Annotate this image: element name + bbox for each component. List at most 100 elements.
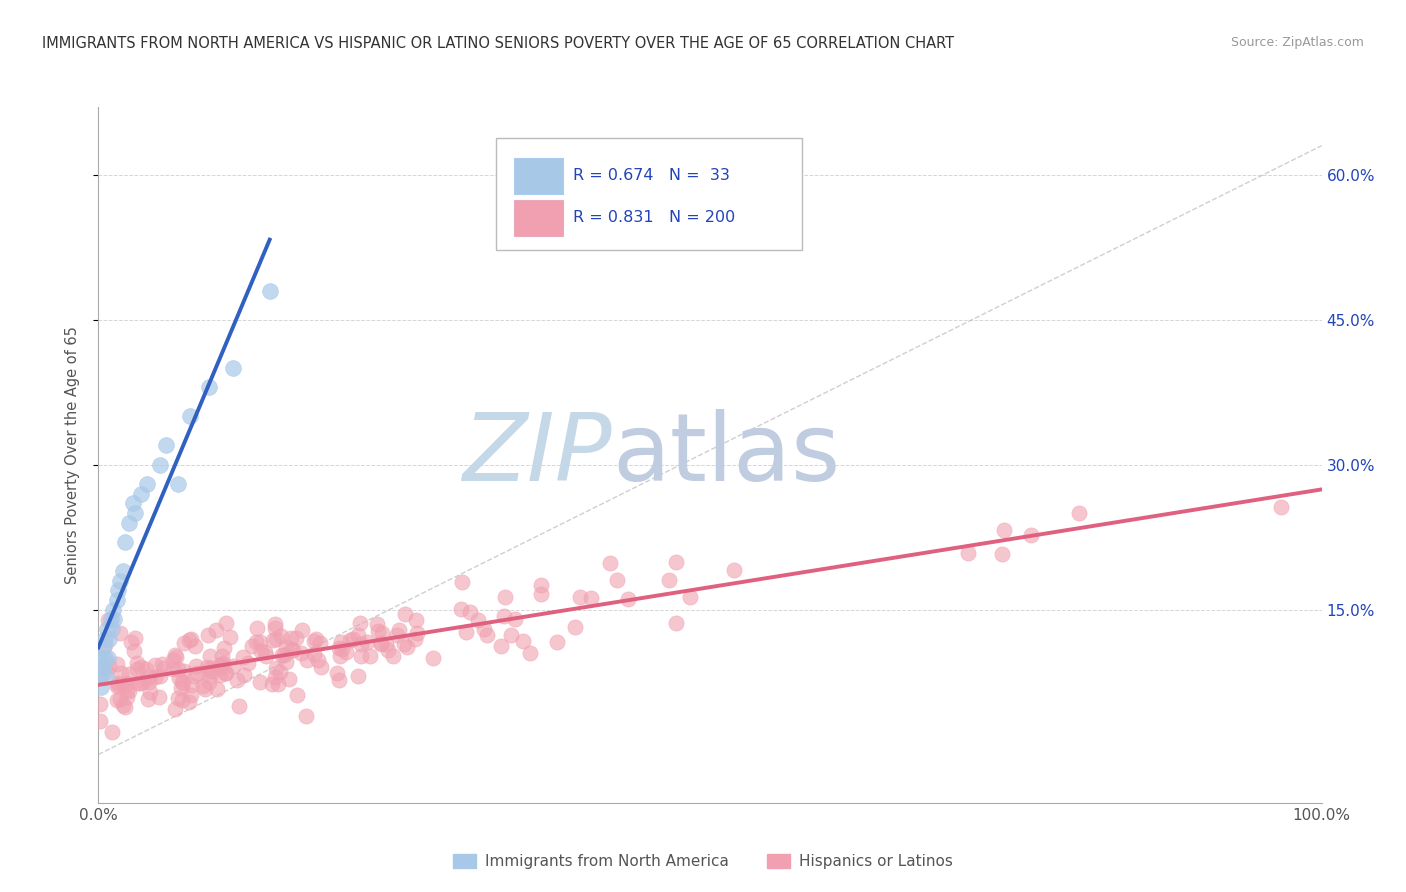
Point bbox=[326, 666, 349, 681]
Point bbox=[179, 695, 201, 709]
Point bbox=[118, 516, 141, 530]
Point bbox=[246, 621, 269, 635]
Point bbox=[172, 675, 194, 690]
Point bbox=[107, 583, 129, 598]
Point bbox=[222, 658, 245, 673]
Point bbox=[149, 669, 172, 683]
Point bbox=[197, 628, 219, 642]
Point bbox=[120, 634, 142, 648]
Point bbox=[581, 591, 603, 606]
Point bbox=[249, 635, 271, 649]
Point bbox=[295, 708, 318, 723]
Point bbox=[207, 681, 229, 696]
Point bbox=[499, 627, 522, 641]
Point bbox=[162, 652, 184, 666]
Point bbox=[148, 690, 170, 705]
Point bbox=[569, 590, 592, 604]
Point bbox=[458, 605, 481, 619]
Point bbox=[112, 698, 135, 713]
Point bbox=[105, 592, 128, 607]
Point bbox=[530, 586, 553, 600]
Point bbox=[155, 438, 177, 452]
Point bbox=[183, 669, 205, 683]
Point bbox=[101, 725, 124, 739]
Point bbox=[128, 675, 150, 690]
Point bbox=[991, 547, 1014, 561]
Point bbox=[385, 628, 408, 642]
Point bbox=[96, 622, 118, 636]
Text: R = 0.674   N =  33: R = 0.674 N = 33 bbox=[574, 169, 730, 184]
Point bbox=[519, 646, 541, 660]
Point bbox=[679, 590, 702, 604]
Point bbox=[97, 613, 120, 627]
Point bbox=[366, 617, 388, 632]
Point bbox=[179, 409, 201, 424]
Point bbox=[382, 648, 405, 663]
Point bbox=[214, 666, 236, 681]
Point bbox=[276, 655, 298, 669]
Point bbox=[91, 661, 114, 675]
Point bbox=[339, 632, 361, 647]
Point bbox=[138, 685, 160, 699]
Point bbox=[228, 698, 250, 713]
Point bbox=[297, 653, 319, 667]
Point bbox=[90, 680, 112, 694]
Point bbox=[209, 657, 232, 672]
Point bbox=[606, 574, 628, 588]
Point bbox=[135, 661, 157, 675]
Point bbox=[97, 651, 120, 665]
Point bbox=[108, 626, 131, 640]
Point bbox=[273, 648, 295, 663]
Point bbox=[266, 632, 288, 646]
Point bbox=[94, 670, 117, 684]
Point bbox=[162, 662, 184, 676]
Point bbox=[665, 556, 688, 570]
Point bbox=[245, 634, 267, 648]
Text: atlas: atlas bbox=[612, 409, 841, 501]
Point bbox=[112, 678, 135, 692]
Point bbox=[195, 659, 218, 673]
Point bbox=[118, 684, 141, 698]
Point bbox=[232, 650, 254, 665]
Point bbox=[214, 665, 236, 680]
Point bbox=[503, 612, 526, 626]
Point bbox=[404, 632, 426, 647]
Point bbox=[993, 524, 1015, 538]
Point bbox=[226, 673, 249, 687]
Point bbox=[454, 625, 477, 640]
Point bbox=[172, 693, 194, 707]
Point bbox=[110, 574, 132, 588]
Point bbox=[494, 608, 516, 623]
Point bbox=[115, 682, 138, 697]
Point bbox=[180, 632, 202, 646]
Point bbox=[377, 643, 399, 657]
Point bbox=[200, 648, 222, 663]
Text: ZIP: ZIP bbox=[463, 409, 612, 500]
Point bbox=[124, 506, 146, 520]
Point bbox=[512, 633, 534, 648]
Point bbox=[564, 620, 586, 634]
Point bbox=[309, 659, 332, 673]
Point bbox=[370, 637, 392, 651]
Point bbox=[219, 630, 242, 644]
Point bbox=[269, 665, 291, 679]
Point bbox=[328, 640, 350, 655]
Point bbox=[208, 668, 231, 682]
Point bbox=[406, 626, 429, 640]
Text: Source: ZipAtlas.com: Source: ZipAtlas.com bbox=[1230, 36, 1364, 49]
Y-axis label: Seniors Poverty Over the Age of 65: Seniors Poverty Over the Age of 65 bbox=[65, 326, 80, 584]
Point bbox=[394, 637, 416, 651]
Point bbox=[277, 672, 299, 686]
Point bbox=[177, 633, 200, 648]
Text: IMMIGRANTS FROM NORTH AMERICA VS HISPANIC OR LATINO SENIORS POVERTY OVER THE AGE: IMMIGRANTS FROM NORTH AMERICA VS HISPANI… bbox=[42, 36, 955, 51]
Point bbox=[136, 692, 159, 706]
Point bbox=[450, 575, 472, 590]
Point bbox=[617, 592, 640, 607]
Point bbox=[180, 678, 202, 692]
Point bbox=[167, 663, 190, 677]
Point bbox=[305, 632, 328, 646]
Point bbox=[260, 677, 283, 691]
Point bbox=[374, 637, 396, 651]
Point bbox=[262, 633, 284, 648]
FancyBboxPatch shape bbox=[515, 200, 564, 235]
